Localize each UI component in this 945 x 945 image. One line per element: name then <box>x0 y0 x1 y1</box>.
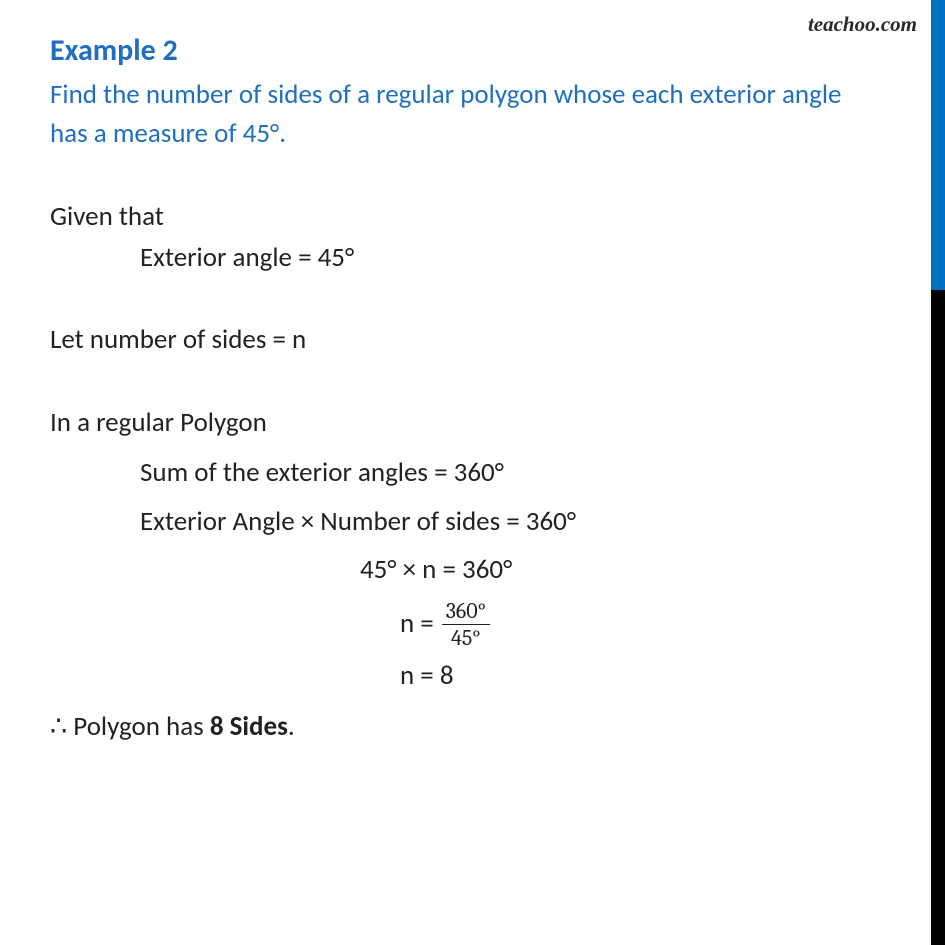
given-value: Exterior angle = 45° <box>50 238 870 279</box>
fraction: 360° 45° <box>442 599 490 650</box>
equation-fraction: n = 360° 45° <box>50 599 870 650</box>
document-content: Example 2 Find the number of sides of a … <box>0 0 920 767</box>
conclusion-prefix: ∴ Polygon has <box>50 710 210 743</box>
example-title: Example 2 <box>50 32 870 69</box>
sidebar-stripe <box>931 0 945 945</box>
sidebar-black <box>931 290 945 945</box>
let-line: Let number of sides = n <box>50 320 870 361</box>
conclusion-bold: 8 Sides <box>210 710 288 743</box>
fraction-denominator: 45° <box>447 625 485 650</box>
equation-substitute: 45° × n = 360° <box>50 550 870 591</box>
given-label: Given that <box>50 197 870 238</box>
solution-body: Given that Exterior angle = 45° Let numb… <box>50 197 870 747</box>
watermark-logo: teachoo.com <box>808 12 917 37</box>
rule-product: Exterior Angle × Number of sides = 360° <box>50 502 870 543</box>
equation-result: n = 8 <box>50 656 870 697</box>
rule-sum-exterior: Sum of the exterior angles = 360° <box>50 453 870 494</box>
given-block: Given that Exterior angle = 45° <box>50 197 870 278</box>
eq-lhs: n = <box>400 604 434 645</box>
fraction-numerator: 360° <box>442 599 490 625</box>
question-text: Find the number of sides of a regular po… <box>50 75 870 153</box>
conclusion-suffix: . <box>288 710 295 743</box>
conclusion: ∴ Polygon has 8 Sides. <box>50 707 870 748</box>
polygon-block: In a regular Polygon Sum of the exterior… <box>50 403 870 697</box>
polygon-heading: In a regular Polygon <box>50 403 870 444</box>
sidebar-blue <box>931 0 945 290</box>
